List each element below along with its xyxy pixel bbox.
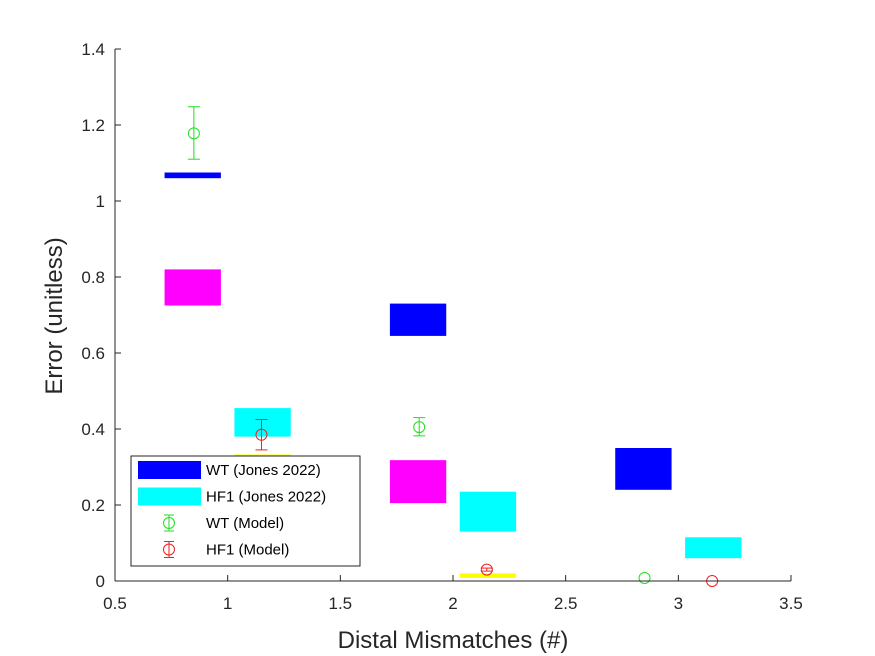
x-tick-label-5: 3 xyxy=(674,594,683,613)
marker xyxy=(187,127,200,140)
legend-entry-3: HF1 (Model) xyxy=(163,541,289,559)
legend-label: WT (Jones 2022) xyxy=(206,462,321,479)
legend-marker xyxy=(163,517,175,529)
series-1-point-0 xyxy=(255,419,268,451)
y-tick-label-7: 1.4 xyxy=(81,40,105,59)
x-tick-label-6: 3.5 xyxy=(779,594,803,613)
y-tick-label-0: 0 xyxy=(96,572,105,591)
x-axis-label: Distal Mismatches (#) xyxy=(338,627,569,654)
y-tick-label-2: 0.4 xyxy=(81,420,105,439)
x-tick-label-1: 1 xyxy=(223,594,232,613)
range-boxes xyxy=(164,172,742,578)
x-tick-label-0: 0.5 xyxy=(103,594,127,613)
y-tick-label-5: 1 xyxy=(96,192,105,211)
marker xyxy=(638,571,651,584)
legend-label: HF1 (Model) xyxy=(206,542,289,559)
range-box-2 xyxy=(234,408,291,437)
range-box-9 xyxy=(685,537,742,559)
marker xyxy=(413,421,426,434)
x-tick-label-3: 2 xyxy=(448,594,457,613)
legend: WT (Jones 2022) HF1 (Jones 2022) WT (Model… xyxy=(130,455,361,567)
legend-swatch xyxy=(138,487,201,506)
legend-entry-1: HF1 (Jones 2022) xyxy=(138,487,326,506)
legend-label: HF1 (Jones 2022) xyxy=(206,489,326,506)
range-box-1 xyxy=(164,269,221,306)
range-box-8 xyxy=(615,448,672,490)
y-tick-label-6: 1.2 xyxy=(81,116,105,135)
range-box-6 xyxy=(459,491,517,532)
range-box-4 xyxy=(389,303,447,336)
y-axis-label: Error (unitless) xyxy=(41,237,68,394)
series-1-point-1 xyxy=(480,563,493,576)
model-series xyxy=(187,106,719,587)
y-tick-label-4: 0.8 xyxy=(81,268,105,287)
legend-entry-2: WT (Model) xyxy=(163,514,284,532)
y-tick-label-1: 0.2 xyxy=(81,496,105,515)
series-0-point-0 xyxy=(187,106,200,160)
x-tick-label-4: 2.5 xyxy=(554,594,578,613)
marker xyxy=(255,428,268,441)
range-box-0 xyxy=(164,172,221,179)
marker xyxy=(480,563,493,576)
range-box-7 xyxy=(459,573,517,578)
series-0-point-2 xyxy=(638,571,651,584)
range-box-5 xyxy=(389,460,447,504)
ticks: 0.5 1 1.5 2 2.5 3 3.5 0 0.2 0.4 0.6 0.8 1 1.2 1.4 xyxy=(81,40,802,613)
legend-marker xyxy=(163,543,175,556)
series-0-point-1 xyxy=(413,417,426,437)
x-tick-label-2: 1.5 xyxy=(329,594,353,613)
legend-label: WT (Model) xyxy=(206,515,284,532)
legend-entry-0: WT (Jones 2022) xyxy=(138,461,321,479)
y-tick-label-3: 0.6 xyxy=(81,344,105,363)
legend-swatch xyxy=(138,461,201,479)
